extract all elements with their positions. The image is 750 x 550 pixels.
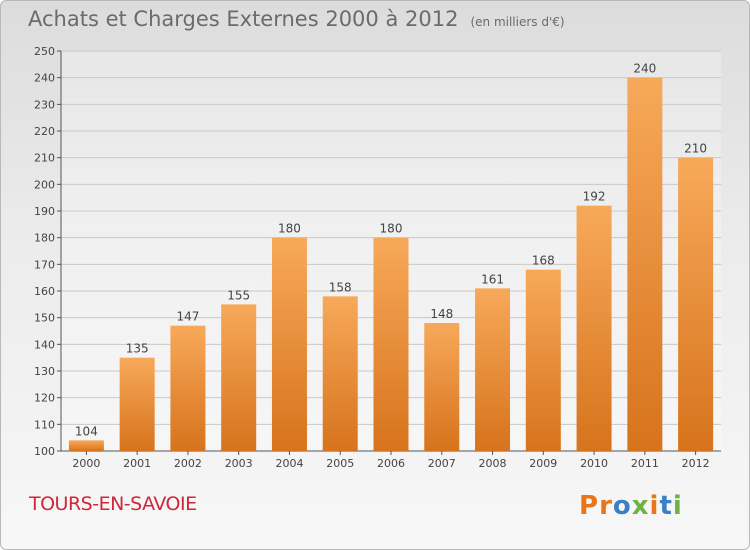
y-tick-label: 220 <box>34 125 55 138</box>
y-tick-label: 180 <box>34 232 55 245</box>
city-name: TOURS-EN-SAVOIE <box>29 493 197 515</box>
data-label-2002: 147 <box>176 310 199 324</box>
bar-2005 <box>322 296 358 451</box>
data-label-2003: 155 <box>227 288 250 302</box>
y-tick-label: 160 <box>34 285 55 298</box>
bar-2004 <box>271 237 307 451</box>
data-label-2007: 148 <box>430 307 453 321</box>
bar-2001 <box>119 357 155 451</box>
bar-2011 <box>627 77 663 452</box>
bar-2006 <box>373 237 409 451</box>
logo-letter: t <box>659 491 673 521</box>
y-tick-label: 250 <box>34 45 55 58</box>
y-tick-label: 100 <box>34 445 55 458</box>
x-tick-label-2001: 2001 <box>123 457 151 470</box>
data-label-2000: 104 <box>75 424 98 438</box>
data-label-2001: 135 <box>126 342 149 356</box>
y-tick-label: 110 <box>34 418 55 431</box>
data-label-2008: 161 <box>481 272 504 286</box>
y-tick-label: 150 <box>34 312 55 325</box>
tick-labels: 100 110 120 130 140 150 160 170 180 190 200 210 220 2… <box>34 45 710 470</box>
x-tick-label-2002: 2002 <box>174 457 202 470</box>
data-labels: 104 135 147 155 180 158 180 148 161 168 192 240 210 <box>75 62 707 439</box>
chart-title: Achats et Charges Externes 2000 à 2012 (e… <box>28 7 565 31</box>
data-label-2009: 168 <box>532 254 555 268</box>
y-tick-label: 200 <box>34 178 55 191</box>
data-label-2004: 180 <box>278 222 301 236</box>
data-label-2012: 210 <box>684 142 707 156</box>
logo-letter: P <box>579 491 600 521</box>
logo-letter: r <box>599 491 613 521</box>
y-tick-label: 130 <box>34 365 55 378</box>
logo-letter: o <box>612 491 632 521</box>
bars <box>68 77 714 452</box>
bar-2012 <box>678 157 714 451</box>
chart-unit: (en milliers d'€) <box>470 15 565 29</box>
bar-2000 <box>68 440 104 451</box>
y-tick-label: 170 <box>34 258 55 271</box>
bar-2008 <box>475 288 511 451</box>
y-tick-label: 140 <box>34 338 55 351</box>
bar-2002 <box>170 325 206 451</box>
x-tick-label-2008: 2008 <box>479 457 507 470</box>
x-tick-label-2009: 2009 <box>529 457 557 470</box>
bar-2010 <box>576 205 612 451</box>
x-tick-label-2006: 2006 <box>377 457 405 470</box>
logo-letter: i <box>672 491 683 521</box>
y-tick-label: 120 <box>34 392 55 405</box>
chart-title-text: Achats et Charges Externes 2000 à 2012 <box>28 7 459 31</box>
data-label-2010: 192 <box>583 190 606 204</box>
y-tick-label: 230 <box>34 98 55 111</box>
x-tick-label-2012: 2012 <box>682 457 710 470</box>
bar-2003 <box>221 304 257 451</box>
x-tick-label-2004: 2004 <box>275 457 303 470</box>
y-tick-label: 190 <box>34 205 55 218</box>
logo-letter: i <box>649 491 660 521</box>
data-label-2011: 240 <box>633 62 656 76</box>
bar-2007 <box>424 323 460 451</box>
logo-letter: x <box>631 491 650 521</box>
bar-2009 <box>525 269 561 451</box>
x-tick-label-2011: 2011 <box>631 457 659 470</box>
y-tick-label: 210 <box>34 152 55 165</box>
x-tick-label-2005: 2005 <box>326 457 354 470</box>
x-tick-label-2003: 2003 <box>225 457 253 470</box>
data-label-2006: 180 <box>380 222 403 236</box>
x-tick-label-2010: 2010 <box>580 457 608 470</box>
x-tick-label-2000: 2000 <box>72 457 100 470</box>
data-label-2005: 158 <box>329 280 352 294</box>
proxiti-logo[interactable]: Proxiti <box>579 491 683 521</box>
y-tick-label: 240 <box>34 72 55 85</box>
x-tick-label-2007: 2007 <box>428 457 456 470</box>
